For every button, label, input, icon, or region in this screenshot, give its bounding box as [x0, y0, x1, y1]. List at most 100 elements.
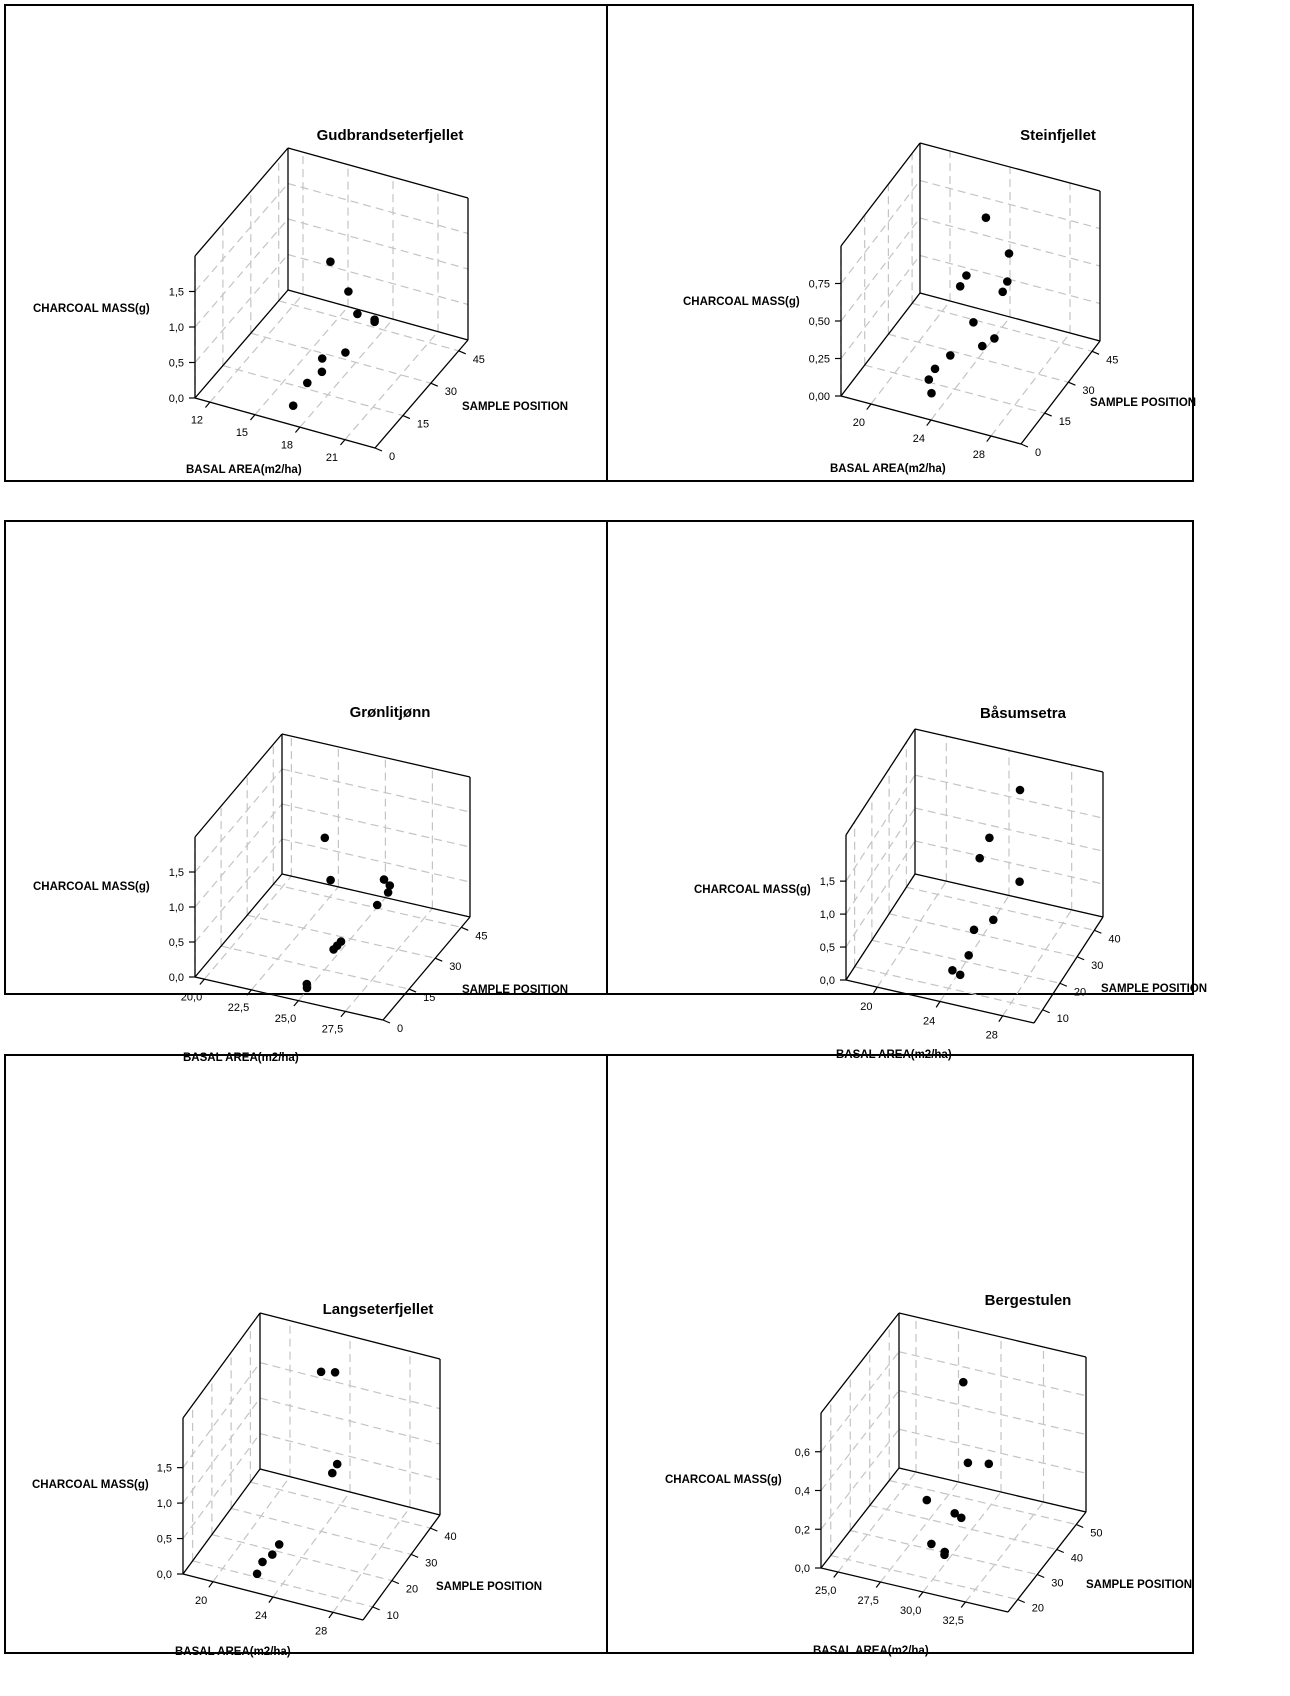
z-axis-label: CHARCOAL MASS(g): [33, 303, 150, 315]
y-tick: [430, 1527, 438, 1532]
grid-line: [840, 180, 921, 284]
chart-title: Grønlitjønn: [350, 704, 431, 721]
data-point: [978, 341, 987, 351]
x-tick: [340, 1011, 346, 1018]
grid-line: [845, 774, 916, 882]
box-frame: [189, 733, 471, 1024]
grid-line: [869, 1504, 1057, 1551]
y-tick: [391, 1580, 400, 1585]
y-tick-label: 10: [1057, 1013, 1069, 1025]
y-tick-label: 45: [473, 354, 485, 366]
x-tick: [926, 419, 932, 426]
y-tick-label: 20: [1074, 986, 1086, 998]
grid-lines: [182, 1320, 441, 1613]
y-axis-line: [1007, 1511, 1087, 1613]
y-tick: [1042, 1009, 1050, 1014]
y-axis-line: [362, 1514, 441, 1621]
grid-line: [965, 1501, 1044, 1603]
box-edge: [914, 728, 1104, 773]
grid-line: [194, 803, 283, 908]
grid-line: [182, 1433, 261, 1539]
box-edge: [281, 733, 471, 778]
z-tick-label: 1,5: [169, 287, 184, 299]
x-axis-label: BASAL AREA(m2/ha): [836, 1049, 952, 1061]
x-tick: [339, 439, 346, 446]
data-points: [302, 833, 395, 993]
data-point: [985, 833, 994, 843]
data-point: [990, 334, 999, 343]
x-tick-label: 24: [923, 1015, 935, 1027]
grid-line: [939, 895, 1010, 1002]
grid-line: [182, 1362, 261, 1468]
x-tick: [918, 1591, 924, 1598]
y-axis-line: [374, 339, 469, 449]
grid-line: [889, 1479, 1077, 1526]
grid-line: [259, 1432, 441, 1481]
grid-line: [919, 217, 1101, 267]
y-axis-label: SAMPLE POSITION: [462, 984, 568, 996]
x-tick: [208, 1581, 214, 1588]
floor-edge: [182, 1468, 261, 1575]
grid-line: [297, 897, 386, 1002]
y-axis-label: SAMPLE POSITION: [1086, 1579, 1192, 1591]
y-tick-label: 30: [445, 386, 457, 398]
grid-line: [259, 1397, 441, 1445]
chart-basumsetra: Båsumsetra CHARCOAL MASS(g) BASAL AREA(m…: [694, 705, 1207, 1061]
data-point: [330, 1368, 340, 1377]
x-axis-label: BASAL AREA(m2/ha): [175, 1646, 291, 1658]
grid-line: [250, 1481, 431, 1529]
chart-panel-bergestulen: [606, 1054, 1194, 1654]
y-tick: [430, 382, 439, 387]
y-tick: [1094, 929, 1102, 934]
grid-line: [898, 1389, 1087, 1436]
box-frame: [835, 142, 1101, 448]
floor-edge: [194, 289, 289, 399]
y-tick: [1044, 412, 1052, 417]
y-tick: [408, 988, 417, 993]
grid-line: [854, 966, 1043, 1011]
y-tick: [1091, 350, 1100, 355]
y-tick-label: 20: [406, 1584, 418, 1596]
chart-steinfjellet: Steinfjellet CHARCOAL MASS(g) BASAL AREA…: [683, 127, 1196, 475]
y-tick-label: 15: [423, 992, 435, 1004]
floor-edge: [845, 873, 916, 981]
grid-line: [864, 364, 1045, 414]
x-tick: [986, 435, 992, 442]
data-point: [258, 1557, 267, 1567]
z-tick-label: 0,0: [169, 393, 184, 405]
z-axis-label: CHARCOAL MASS(g): [32, 1479, 149, 1491]
data-point: [989, 915, 998, 925]
data-point: [927, 1539, 936, 1549]
z-tick-label: 1,5: [169, 867, 184, 879]
x-axis-line: [820, 1567, 1009, 1613]
y-tick: [1076, 1523, 1084, 1529]
data-point: [1003, 277, 1012, 286]
chart-panel-steinfjellet: [606, 4, 1194, 482]
x-tick-label: 24: [255, 1610, 267, 1622]
grid-line: [287, 182, 469, 235]
x-tick: [998, 1015, 1004, 1023]
z-tick-label: 0,75: [809, 279, 830, 291]
y-tick-label: 0: [397, 1023, 403, 1035]
x-tick-label: 25,0: [275, 1013, 296, 1025]
z-tick-label: 0,0: [820, 975, 835, 987]
box-edge: [898, 1312, 1087, 1358]
grid-line: [911, 302, 1093, 352]
data-points: [948, 785, 1025, 980]
data-point: [326, 257, 335, 267]
y-tick-label: 30: [1051, 1578, 1063, 1590]
grid-line: [278, 300, 459, 352]
y-tick: [1037, 1573, 1045, 1579]
chart-title: Båsumsetra: [980, 705, 1067, 722]
grid-line: [250, 332, 431, 384]
x-tick-label: 20: [195, 1595, 207, 1607]
grid-line: [914, 840, 1104, 885]
z-axis-label: CHARCOAL MASS(g): [683, 296, 800, 308]
data-point: [969, 318, 978, 327]
z-tick-label: 1,0: [169, 902, 184, 914]
x-tick-label: 28: [315, 1625, 327, 1637]
data-point: [252, 1569, 262, 1579]
grid-line: [922, 1491, 1002, 1593]
x-tick: [875, 1581, 881, 1588]
